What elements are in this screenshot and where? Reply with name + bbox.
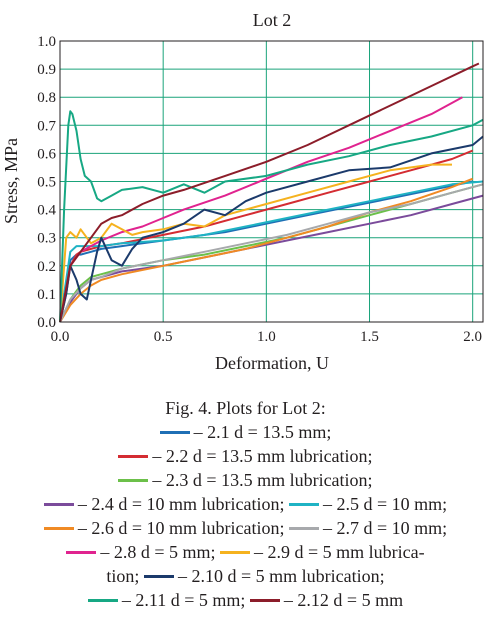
caption-line: – 2.1 d = 13.5 mm; xyxy=(0,420,491,444)
caption-line: – 2.2 d = 13.5 mm lubrication; xyxy=(0,444,491,468)
legend-text: tion; xyxy=(106,566,140,586)
legend-text: – 2.2 d = 13.5 mm lubrication; xyxy=(152,446,373,466)
caption-heading: Fig. 4. Plots for Lot 2: xyxy=(165,398,326,418)
legend-swatch xyxy=(143,575,174,579)
legend-text: – 2.8 d = 5 mm; xyxy=(100,542,216,562)
series-line-2-10 xyxy=(59,135,484,323)
legend-swatch xyxy=(288,503,319,507)
y-tick-label: 0.7 xyxy=(37,118,56,134)
legend-swatch xyxy=(43,527,74,531)
legend-text: – 2.10 d = 5 mm lubrication; xyxy=(177,566,385,586)
x-tick-label: 2.0 xyxy=(463,329,482,345)
caption-line: – 2.11 d = 5 mm; – 2.12 d = 5 mm xyxy=(0,588,491,612)
legend-swatch xyxy=(220,551,251,555)
plot-frame xyxy=(59,40,484,323)
x-tick-label: 1.5 xyxy=(360,329,379,345)
legend-text: – 2.11 d = 5 mm; xyxy=(121,590,246,610)
y-tick-label: 0.2 xyxy=(37,259,56,275)
y-tick-label: 1.0 xyxy=(37,34,56,50)
legend-swatch xyxy=(66,551,97,555)
caption-line: – 2.4 d = 10 mm lubrication; – 2.5 d = 1… xyxy=(0,492,491,516)
legend-swatch xyxy=(87,599,118,603)
y-tick-label: 0.5 xyxy=(37,175,56,191)
x-tick-label: 1.0 xyxy=(257,329,276,345)
legend-text: – 2.9 d = 5 mm lubrica- xyxy=(254,542,425,562)
y-tick-label: 0.6 xyxy=(37,146,56,162)
legend-text: – 2.4 d = 10 mm lubrication; xyxy=(77,494,285,514)
legend-swatch xyxy=(288,527,319,531)
series-line-2-9 xyxy=(59,163,452,323)
legend-text: – 2.1 d = 13.5 mm; xyxy=(193,422,332,442)
x-axis-label: Deformation, U xyxy=(215,353,329,373)
legend-text: – 2.3 d = 13.5 mm lubrication; xyxy=(152,470,373,490)
legend-swatch xyxy=(249,599,280,603)
y-tick-label: 0.8 xyxy=(37,90,56,106)
legend-text: – 2.12 d = 5 mm xyxy=(283,590,404,610)
x-tick-label: 0.5 xyxy=(154,329,173,345)
legend-text: – 2.5 d = 10 mm; xyxy=(322,494,448,514)
caption-line: – 2.3 d = 13.5 mm lubrication; xyxy=(0,468,491,492)
caption-legend: – 2.1 d = 13.5 mm; – 2.2 d = 13.5 mm lubr… xyxy=(0,420,491,612)
caption-line: – 2.6 d = 10 mm lubrication; – 2.7 d = 1… xyxy=(0,516,491,540)
caption-line: – 2.8 d = 5 mm; – 2.9 d = 5 mm lubrica- xyxy=(0,540,491,564)
stress-deformation-chart: Lot 2 0.00.10.20.30.40.50.60.70.80.91.00… xyxy=(1,10,484,373)
y-tick-label: 0.3 xyxy=(37,231,56,247)
x-tick-label: 0.0 xyxy=(51,329,70,345)
figure-caption: Fig. 4. Plots for Lot 2: – 2.1 d = 13.5 … xyxy=(0,396,491,612)
y-tick-label: 0.9 xyxy=(37,62,56,78)
series-line-2-5 xyxy=(59,180,484,323)
y-axis-label: Stress, MPa xyxy=(1,138,21,224)
series-line-2-6 xyxy=(59,177,474,323)
legend-swatch xyxy=(43,503,74,507)
y-tick-label: 0.4 xyxy=(37,203,56,219)
series-line-2-11 xyxy=(59,110,484,323)
series-line-2-3 xyxy=(59,183,484,323)
series-line-2-12 xyxy=(59,62,480,323)
chart-title: Lot 2 xyxy=(253,10,292,30)
legend-swatch xyxy=(118,479,149,483)
legend-text: – 2.7 d = 10 mm; xyxy=(322,518,448,538)
legend-swatch xyxy=(118,455,149,459)
caption-line: tion; – 2.10 d = 5 mm lubrication; xyxy=(0,564,491,588)
legend-swatch xyxy=(159,431,190,435)
series-line-2-7 xyxy=(59,183,484,323)
series-lines xyxy=(59,62,484,323)
legend-text: – 2.6 d = 10 mm lubrication; xyxy=(77,518,285,538)
series-line-2-2 xyxy=(59,149,474,323)
y-tick-label: 0.1 xyxy=(37,287,56,303)
grid xyxy=(59,40,483,323)
y-tick-label: 0.0 xyxy=(37,315,56,331)
tick-labels: 0.0 0.1 0.2 0.3 0.4 0.5 0.6 0.7 0.8 0.9 1.0 0.0 0.5 1… xyxy=(37,34,482,345)
